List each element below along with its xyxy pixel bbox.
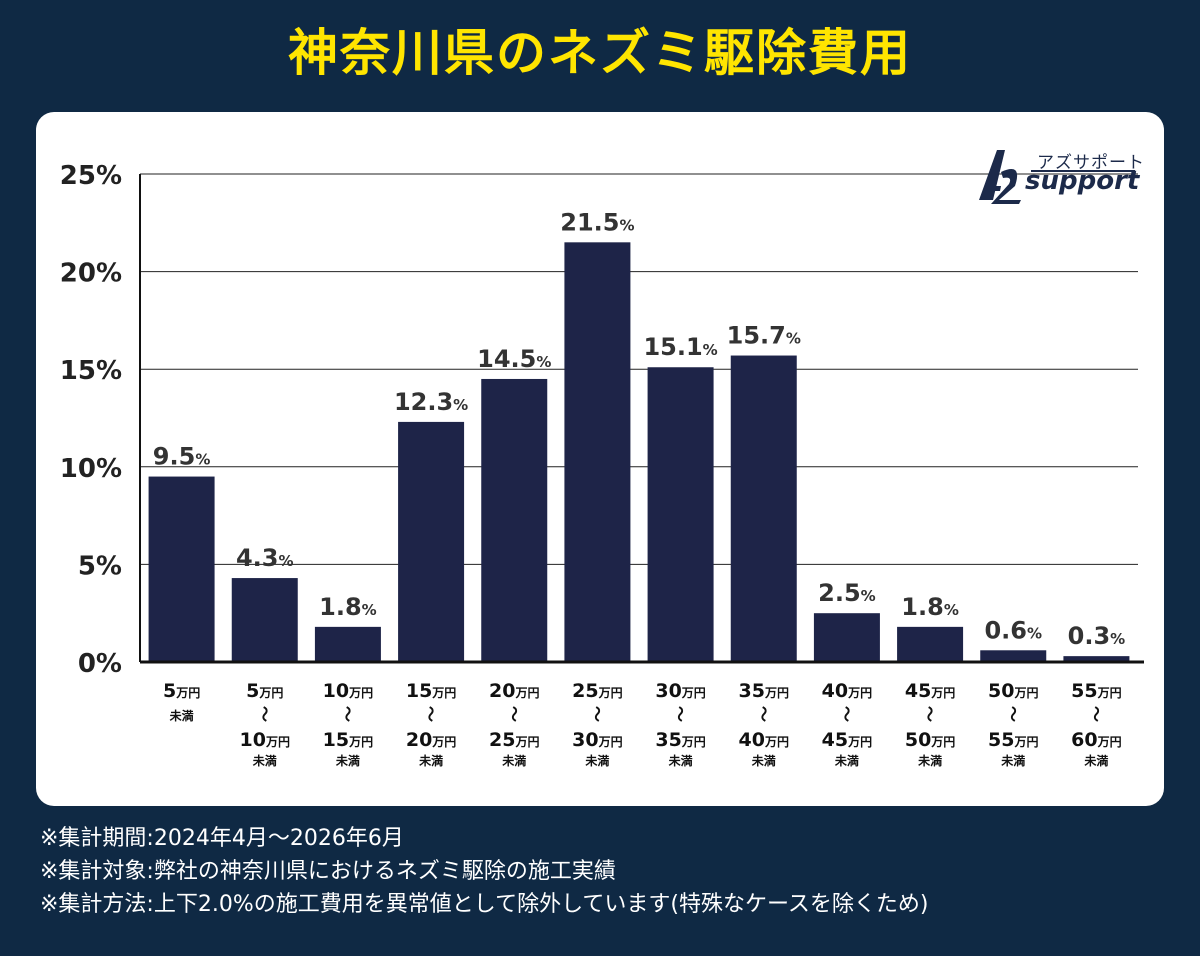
- x-tick-range-mark: 〜: [671, 706, 690, 722]
- x-tick-range-mark: 〜: [754, 706, 773, 722]
- chart-title: 神奈川県のネズミ駆除費用: [288, 24, 912, 82]
- x-tick-label: 60万円: [1071, 729, 1121, 751]
- bar: [564, 242, 631, 662]
- x-tick-label: 35万円: [739, 680, 789, 702]
- chart-panel: 0% 5% 10% 15% 20% 25% 9.5% 5万円 未満 4.3% 5万円〜 10万円 未満 1…: [36, 112, 1164, 806]
- x-tick-label: 10万円: [323, 680, 373, 702]
- x-tick-label: 10万円: [240, 729, 290, 751]
- data-label: 4.3%: [236, 544, 294, 572]
- bar: [481, 378, 548, 662]
- data-label: 9.5%: [153, 443, 211, 471]
- data-label: 1.8%: [901, 593, 959, 621]
- x-tick-range-mark: 〜: [338, 706, 357, 722]
- bar-chart: 0%5%10%15%20%25%9.5%5万円未満4.3%5万円〜10万円未満1…: [60, 161, 1144, 768]
- y-tick-label: 5%: [78, 551, 122, 581]
- data-label: 15.7%: [727, 322, 801, 350]
- x-tick-range-mark: 〜: [837, 706, 856, 722]
- x-tick-suffix: 未満: [335, 753, 360, 768]
- x-tick-label: 15万円: [323, 729, 373, 751]
- data-label: 0.6%: [984, 616, 1042, 644]
- x-tick-label: 20万円: [406, 729, 456, 751]
- bar: [1063, 656, 1130, 662]
- bar: [980, 650, 1047, 662]
- x-tick-suffix: 未満: [418, 753, 443, 768]
- data-label: 1.8%: [319, 593, 377, 621]
- footnote-scope: ※集計対象:弊社の神奈川県におけるネズミ駆除の施工実績: [40, 859, 616, 884]
- x-tick-range-mark: 〜: [255, 706, 274, 722]
- x-tick-suffix: 未満: [917, 753, 942, 768]
- x-tick-label: 15万円: [406, 680, 456, 702]
- x-tick-label: 55万円: [988, 729, 1038, 751]
- logo-underline: [1031, 170, 1135, 172]
- y-tick-label: 0%: [78, 649, 122, 679]
- x-tick-label: 40万円: [739, 729, 789, 751]
- x-tick-label: 40万円: [822, 680, 872, 702]
- x-tick-suffix: 未満: [1083, 753, 1108, 768]
- footnote-method: ※集計方法:上下2.0%の施工費用を異常値として除外しています(特殊なケースを除…: [40, 892, 929, 917]
- logo-wordmark: support: [1025, 166, 1140, 196]
- y-tick-label: 20%: [60, 259, 122, 289]
- bar: [730, 355, 797, 662]
- footnotes: ※集計期間:2024年4月〜2026年6月 ※集計対象:弊社の神奈川県におけるネ…: [40, 822, 929, 921]
- x-tick-label: 30万円: [655, 680, 705, 702]
- x-tick-range-mark: 〜: [587, 706, 606, 722]
- x-tick-range-mark: 〜: [1086, 706, 1105, 722]
- x-tick-range-mark: 〜: [920, 706, 939, 722]
- x-tick-label: 35万円: [655, 729, 705, 751]
- company-logo: アズサポート support: [971, 142, 1144, 210]
- logo-kana-text: アズサポート: [1037, 153, 1145, 173]
- bar: [813, 613, 880, 662]
- x-tick-suffix: 未満: [169, 708, 194, 723]
- data-label: 15.1%: [643, 333, 717, 361]
- x-tick-label: 30万円: [572, 729, 622, 751]
- x-tick-label: 55万円: [1071, 680, 1121, 702]
- x-tick-suffix: 未満: [252, 753, 277, 768]
- bar: [647, 367, 714, 662]
- x-tick-range-mark: 〜: [421, 706, 440, 722]
- footnote-period: ※集計期間:2024年4月〜2026年6月: [40, 826, 404, 851]
- data-label: 14.5%: [477, 345, 551, 373]
- data-label: 0.3%: [1068, 622, 1126, 650]
- data-label: 12.3%: [394, 388, 468, 416]
- x-tick-label: 5万円: [246, 680, 283, 702]
- x-tick-range-mark: 〜: [1003, 706, 1022, 722]
- y-tick-label: 10%: [60, 454, 122, 484]
- x-tick-suffix: 未満: [668, 753, 693, 768]
- data-label: 2.5%: [818, 579, 876, 607]
- y-tick-label: 15%: [60, 356, 122, 386]
- bar: [398, 421, 465, 662]
- x-tick-label: 20万円: [489, 680, 539, 702]
- y-tick-label: 25%: [60, 161, 122, 191]
- x-tick-label: 25万円: [572, 680, 622, 702]
- bar: [231, 578, 298, 662]
- x-tick-suffix: 未満: [1000, 753, 1025, 768]
- bar: [314, 626, 381, 662]
- x-tick-range-mark: 〜: [504, 706, 523, 722]
- x-tick-label: 50万円: [988, 680, 1038, 702]
- bar: [148, 476, 215, 662]
- bar: [897, 626, 964, 662]
- x-tick-suffix: 未満: [834, 753, 859, 768]
- x-tick-label: 45万円: [905, 680, 955, 702]
- az-logo-icon: [979, 150, 1021, 204]
- x-tick-suffix: 未満: [751, 753, 776, 768]
- data-label: 21.5%: [560, 208, 634, 236]
- x-tick-suffix: 未満: [501, 753, 526, 768]
- x-tick-suffix: 未満: [584, 753, 609, 768]
- x-tick-label: 50万円: [905, 729, 955, 751]
- x-tick-label: 45万円: [822, 729, 872, 751]
- x-tick-label: 25万円: [489, 729, 539, 751]
- x-tick-label: 5万円: [163, 680, 200, 702]
